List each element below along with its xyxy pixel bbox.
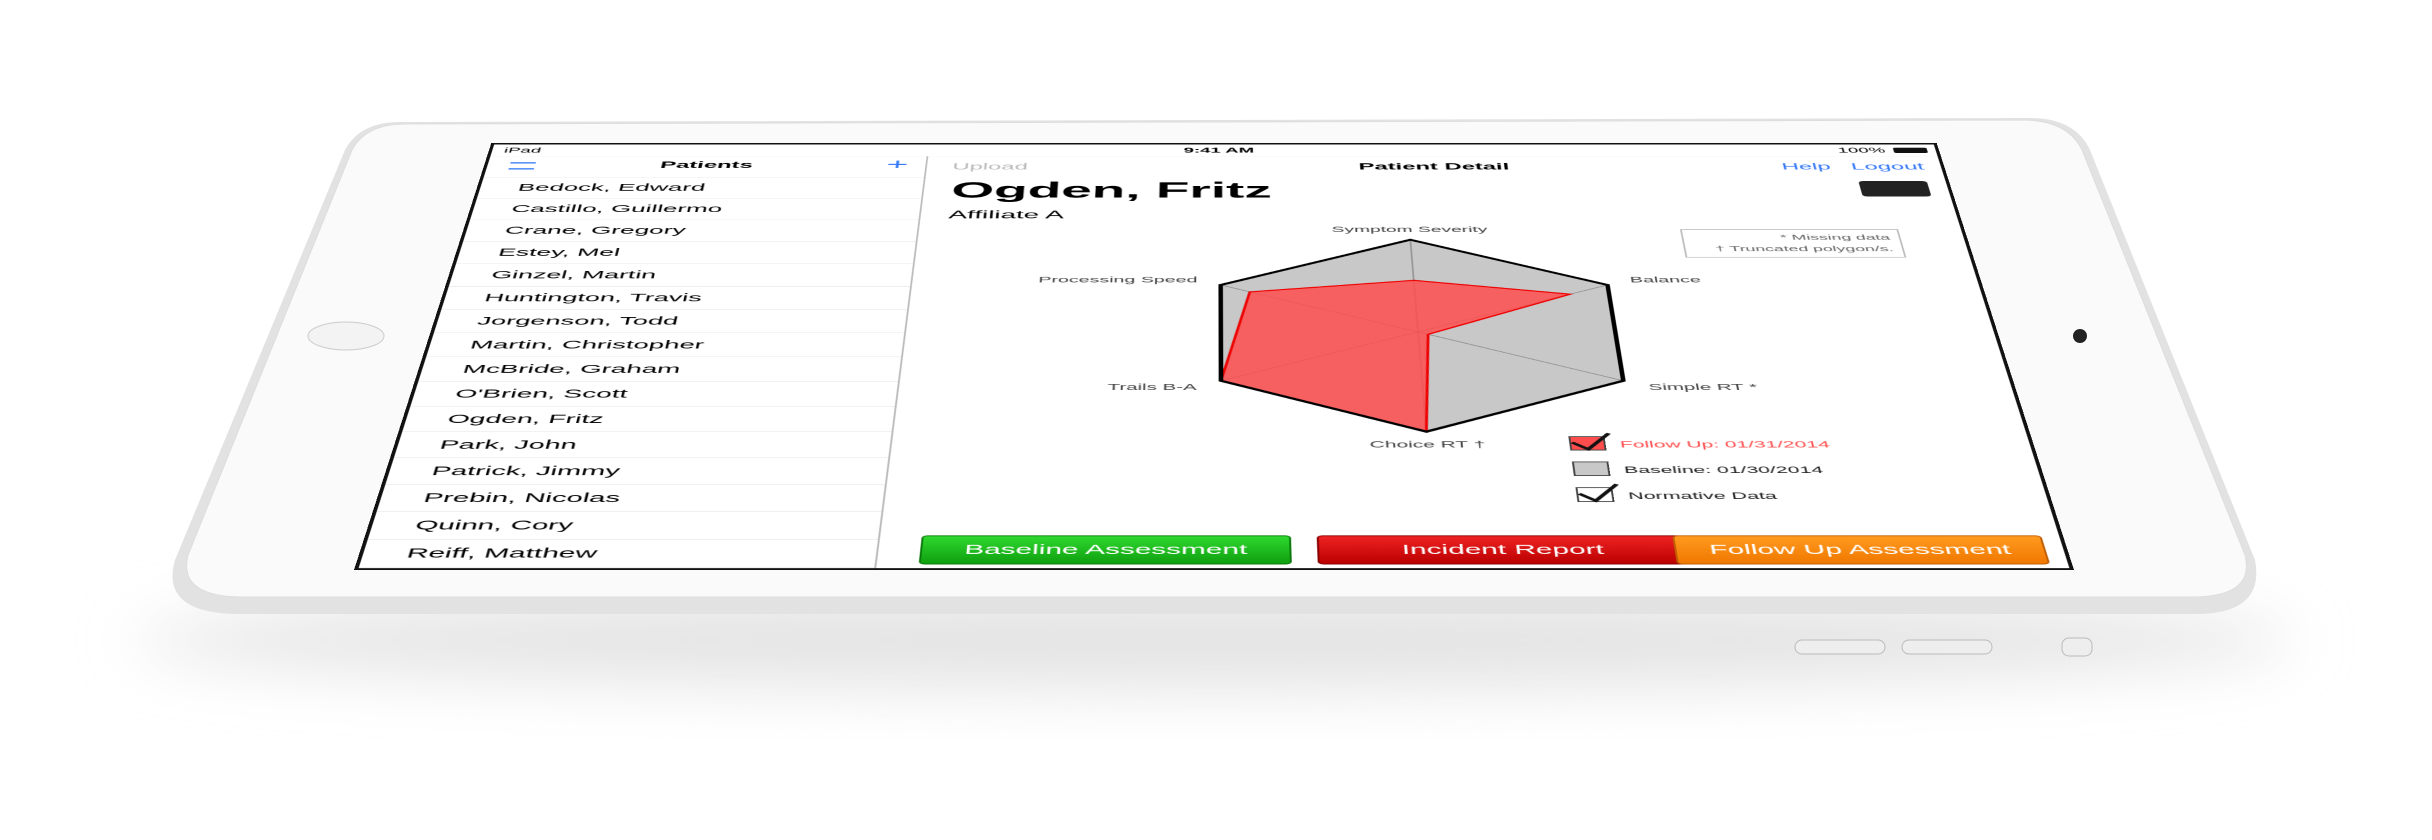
volume-up xyxy=(1794,639,1886,655)
axis-label: Balance xyxy=(1629,275,1702,284)
follow-up-button[interactable]: Follow Up Assessment xyxy=(1671,535,2051,565)
volume-down xyxy=(1901,639,1993,655)
legend-label: Baseline: 01/30/2014 xyxy=(1623,464,1825,475)
camera xyxy=(2073,329,2087,343)
axis-label: Processing Speed xyxy=(1038,275,1197,284)
legend-box xyxy=(1573,462,1610,476)
legend-label: Normative Data xyxy=(1627,490,1778,501)
axis-label: Trails B-A xyxy=(1107,382,1197,392)
axis-label: Simple RT * xyxy=(1648,382,1759,392)
screen: iPad 9:41 AM 100% Patients + Bedock, Edw… xyxy=(354,143,2074,570)
axis-label: Choice RT † xyxy=(1369,439,1486,450)
shadow xyxy=(135,590,2295,690)
legend-label: Follow Up: 01/31/2014 xyxy=(1619,439,1831,450)
switch xyxy=(2061,637,2093,657)
incident-button[interactable]: Incident Report xyxy=(1316,535,1692,565)
radar-chart: Symptom Severity Balance Simple RT * Choice… xyxy=(1038,225,1832,568)
home-button xyxy=(307,321,385,351)
baseline-button[interactable]: Baseline Assessment xyxy=(918,535,1292,565)
axis-label: Symptom Severity xyxy=(1331,225,1488,234)
